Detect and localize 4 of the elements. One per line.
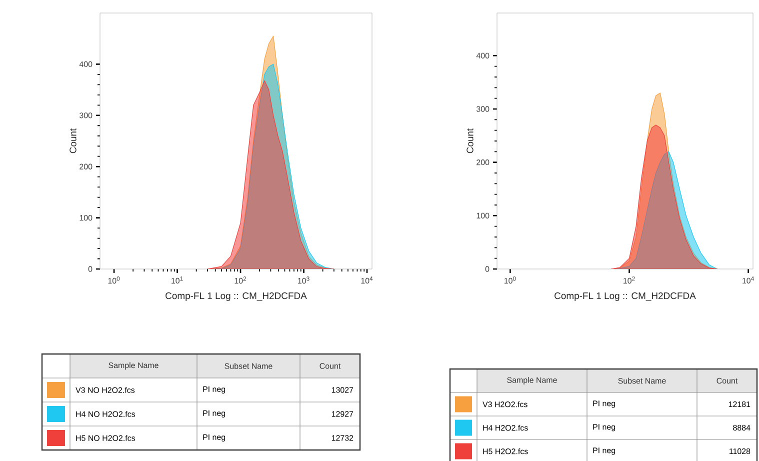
- x-axis-title: Comp-FL 1 Log :: CM_H2DCFDA: [166, 292, 307, 301]
- y-axis-title: Count: [466, 128, 474, 154]
- x-axis-title: Comp-FL 1 Log :: CM_H2DCFDA: [554, 292, 696, 301]
- y-axis-title: Count: [70, 128, 76, 154]
